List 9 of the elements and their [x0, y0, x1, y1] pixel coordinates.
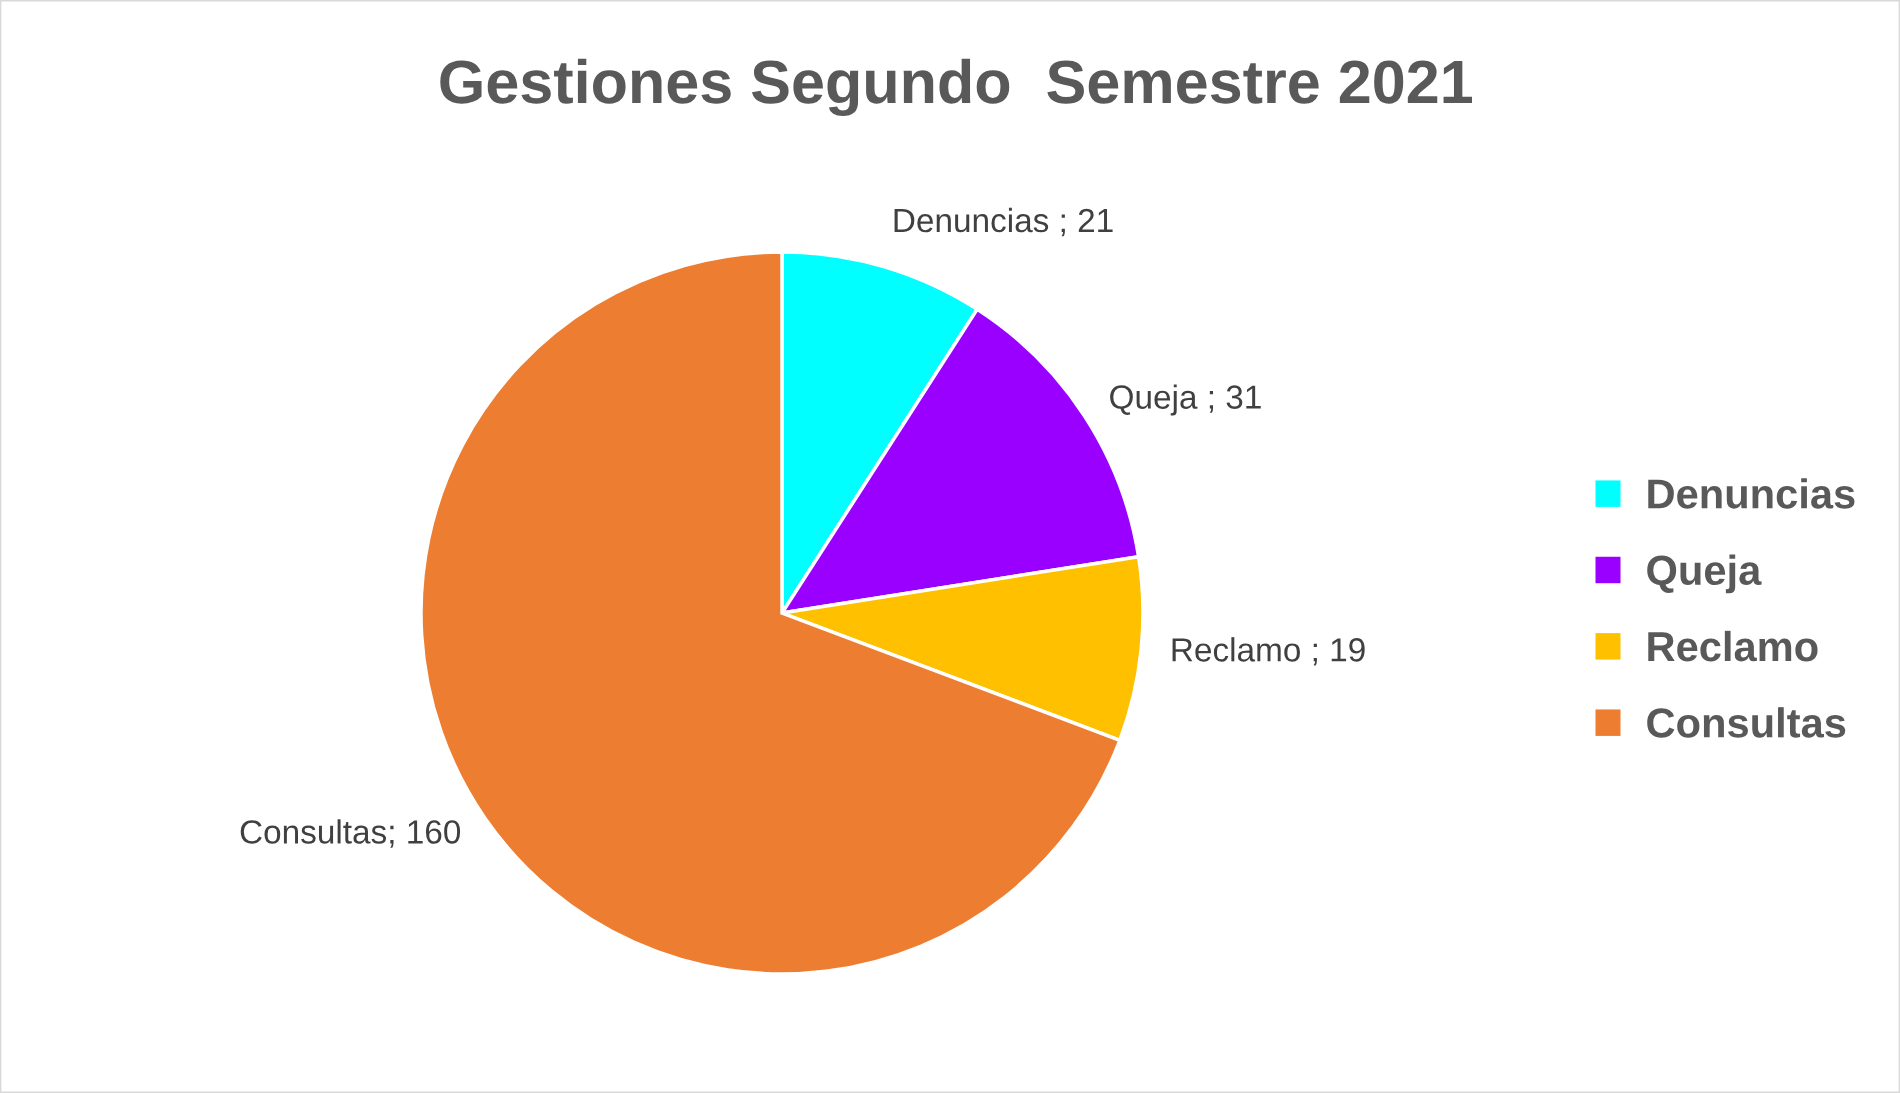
chart-title: Gestiones Segundo Semestre 2021 — [440, 58, 1472, 117]
data-label: Consultas; 160 — [240, 819, 461, 848]
data-label: Reclamo ; 19 — [1172, 637, 1365, 666]
data-label: Queja ; 31 — [1110, 384, 1261, 416]
legend-label: Reclamo — [1648, 630, 1818, 662]
legend-label: Denuncias — [1648, 478, 1855, 509]
data-label: Denuncias ; 21 — [894, 207, 1113, 237]
legend-label: Queja — [1647, 554, 1762, 594]
legend-label: Consultas — [1647, 707, 1846, 738]
